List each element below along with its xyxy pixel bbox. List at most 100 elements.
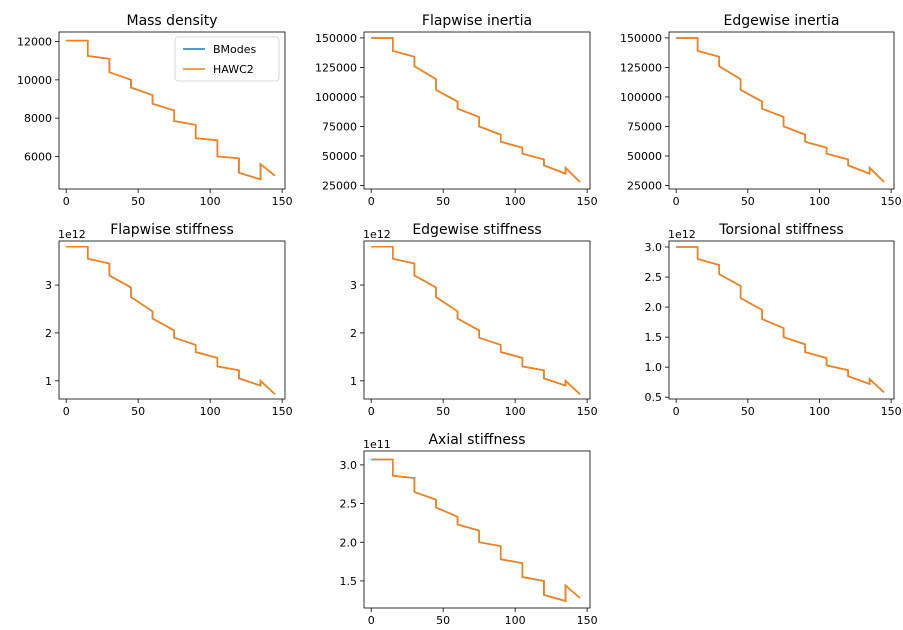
x-tick-label: 50 — [436, 614, 450, 627]
axes-frame — [363, 31, 591, 190]
y-tick-label: 2.5 — [340, 498, 358, 511]
x-tick-label: 150 — [881, 195, 902, 208]
subplot-4: 0 50 100 150 1 2 3 Flapwise stiffness 1e12 — [45, 222, 293, 418]
axis-offset-text: 1e11 — [363, 438, 391, 451]
y-tick-label: 1 — [45, 375, 52, 388]
y-tick-label: 10000 — [17, 74, 52, 87]
y-tick-label: 75000 — [322, 120, 357, 133]
legend: BModes HAWC2 — [174, 36, 280, 82]
y-tick-label: 125000 — [620, 61, 662, 74]
y-tick-label: 50000 — [627, 150, 662, 163]
x-tick-label: 50 — [741, 405, 755, 418]
series-line-hawc2 — [676, 37, 885, 183]
x-tick-label: 0 — [368, 614, 375, 627]
y-tick-label: 25000 — [627, 179, 662, 192]
legend-frame — [174, 36, 280, 82]
y-tick-label: 25000 — [322, 179, 357, 192]
subplot-1: 0 50 100 150 6000 8000 10000 12000 Mass density B… — [17, 13, 293, 208]
x-tick-label: 150 — [577, 195, 598, 208]
series-line-bmodes — [676, 246, 885, 393]
subplot-title: Torsional stiffness — [718, 222, 843, 238]
y-tick-label: 3.0 — [645, 241, 663, 254]
axis-offset-text: 1e12 — [58, 228, 86, 241]
y-tick-label: 1 — [350, 375, 357, 388]
y-tick-label: 100000 — [620, 91, 662, 104]
subplot-2: 0 50 100 150 25000 50000 75000 100000 125000 1500… — [315, 13, 598, 208]
series-line-bmodes — [66, 245, 276, 395]
y-tick-label: 0.5 — [645, 391, 663, 404]
y-tick-label: 8000 — [24, 112, 52, 125]
subplot-6: 0 50 100 150 0.5 1.0 1.5 2.0 2.5 3.0 Torsional sti… — [645, 222, 902, 418]
x-tick-label: 150 — [272, 195, 293, 208]
x-tick-label: 0 — [368, 195, 375, 208]
x-tick-label: 100 — [505, 614, 526, 627]
series-line-bmodes — [676, 37, 885, 183]
y-tick-label: 150000 — [315, 32, 357, 45]
x-tick-label: 0 — [673, 405, 680, 418]
series-line-hawc2 — [371, 245, 581, 395]
x-tick-label: 100 — [200, 405, 221, 418]
y-tick-label: 2.5 — [645, 271, 663, 284]
series-line-hawc2 — [371, 458, 581, 603]
y-tick-label: 125000 — [315, 61, 357, 74]
axes-frame — [363, 450, 591, 609]
series-line-hawc2 — [676, 246, 885, 393]
series-line-bmodes — [371, 37, 581, 183]
y-tick-label: 3.0 — [340, 459, 358, 472]
y-tick-label: 100000 — [315, 91, 357, 104]
axes-frame — [668, 240, 895, 400]
subplot-3: 0 50 100 150 25000 50000 75000 100000 125000 1500… — [620, 13, 902, 208]
y-tick-label: 1.5 — [340, 575, 358, 588]
subplot-title: Mass density — [126, 13, 217, 29]
x-tick-label: 100 — [809, 195, 830, 208]
subplot-title: Edgewise stiffness — [412, 222, 541, 238]
y-tick-label: 2.0 — [340, 536, 358, 549]
x-tick-label: 50 — [741, 195, 755, 208]
axes-frame — [58, 240, 286, 400]
series-line-hawc2 — [371, 37, 581, 183]
y-tick-label: 2.0 — [645, 301, 663, 314]
subplot-title: Edgewise inertia — [723, 13, 839, 29]
x-tick-label: 0 — [63, 405, 70, 418]
subplot-title: Flapwise stiffness — [110, 222, 234, 238]
subplot-title: Axial stiffness — [428, 432, 525, 448]
x-tick-label: 0 — [63, 195, 70, 208]
x-tick-label: 50 — [436, 405, 450, 418]
y-tick-label: 150000 — [620, 32, 662, 45]
series-line-hawc2 — [66, 39, 276, 181]
x-tick-label: 150 — [881, 405, 902, 418]
axes-frame — [363, 240, 591, 400]
subplot-7: 0 50 100 150 1.5 2.0 2.5 3.0 Axial stiffness 1e11 — [340, 432, 598, 627]
series-line-bmodes — [371, 245, 581, 395]
y-tick-label: 1.5 — [645, 331, 663, 344]
x-tick-label: 150 — [577, 614, 598, 627]
axis-offset-text: 1e12 — [668, 228, 696, 241]
axis-offset-text: 1e12 — [363, 228, 391, 241]
x-tick-label: 0 — [673, 195, 680, 208]
x-tick-label: 100 — [809, 405, 830, 418]
x-tick-label: 150 — [577, 405, 598, 418]
y-tick-label: 2 — [45, 327, 52, 340]
x-tick-label: 50 — [131, 195, 145, 208]
y-tick-label: 1.0 — [645, 361, 663, 374]
y-tick-label: 2 — [350, 327, 357, 340]
legend-label: HAWC2 — [213, 63, 254, 76]
subplot-5: 0 50 100 150 1 2 3 Edgewise stiffness 1e12 — [350, 222, 598, 418]
y-tick-label: 12000 — [17, 36, 52, 49]
series-line-hawc2 — [66, 245, 276, 395]
x-tick-label: 50 — [436, 195, 450, 208]
x-tick-label: 150 — [272, 405, 293, 418]
axes-frame — [58, 31, 286, 190]
y-tick-label: 3 — [45, 279, 52, 292]
x-tick-label: 0 — [368, 405, 375, 418]
y-tick-label: 6000 — [24, 150, 52, 163]
x-tick-label: 100 — [505, 405, 526, 418]
y-tick-label: 50000 — [322, 150, 357, 163]
x-tick-label: 50 — [131, 405, 145, 418]
axes-frame — [668, 31, 895, 190]
subplot-title: Flapwise inertia — [422, 13, 532, 29]
legend-label: BModes — [213, 43, 257, 56]
x-tick-label: 100 — [200, 195, 221, 208]
y-tick-label: 75000 — [627, 120, 662, 133]
